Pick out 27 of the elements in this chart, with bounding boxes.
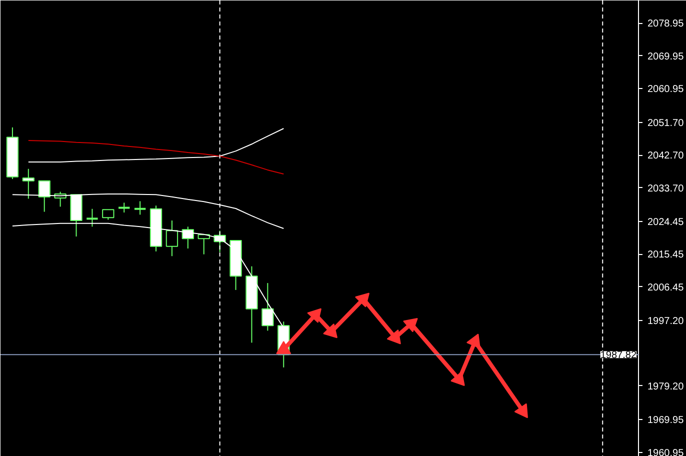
- point: [466, 334, 480, 349]
- candlestick: [102, 209, 114, 220]
- candlestick: [133, 200, 147, 216]
- y-tick-label: 2069.95: [648, 51, 684, 62]
- point: [307, 308, 322, 323]
- candlestick: [86, 208, 99, 228]
- point: [403, 318, 418, 332]
- point: [355, 292, 370, 308]
- y-tick-label: 1960.95: [648, 448, 684, 456]
- y-tick-label: 2078.95: [648, 18, 684, 30]
- y-tick-label: 1969.95: [648, 415, 684, 426]
- line-series: [28, 140, 284, 174]
- point: [323, 324, 338, 338]
- point: [386, 330, 401, 344]
- y-tick-label: 2033.70: [648, 183, 684, 194]
- candlestick: [118, 202, 131, 213]
- y-tick-label: 1979.20: [648, 381, 684, 392]
- y-tick-label: 2015.45: [648, 250, 684, 261]
- candlestick: [166, 220, 178, 257]
- point: [450, 371, 465, 386]
- y-tick-label: 1997.20: [648, 316, 684, 327]
- point: [514, 403, 528, 418]
- y-tick-label: 2042.70: [648, 150, 684, 162]
- y-tick-label: 2024.45: [648, 216, 684, 228]
- y-tick-label: 2051.70: [648, 118, 684, 129]
- y-tick-label: 2006.45: [648, 282, 684, 294]
- y-tick-label: 2060.95: [648, 84, 684, 96]
